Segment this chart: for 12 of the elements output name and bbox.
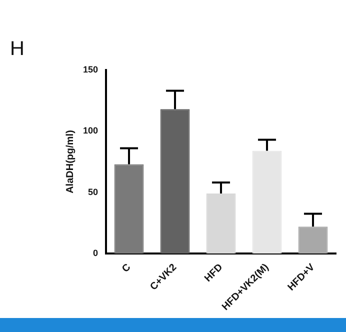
y-tick-label: 150 [82, 64, 98, 74]
bar [252, 150, 282, 254]
x-tick-label: C [120, 262, 134, 275]
bar [298, 226, 328, 254]
bar [206, 194, 236, 254]
y-axis-title: AlaDH(pg/ml) [64, 130, 76, 194]
bar [114, 164, 144, 254]
y-tick-label: 0 [93, 248, 98, 258]
y-tick-label: 100 [82, 126, 98, 136]
chart-title: H [10, 38, 24, 61]
bar [160, 109, 190, 254]
y-tick-label: 50 [88, 186, 98, 197]
